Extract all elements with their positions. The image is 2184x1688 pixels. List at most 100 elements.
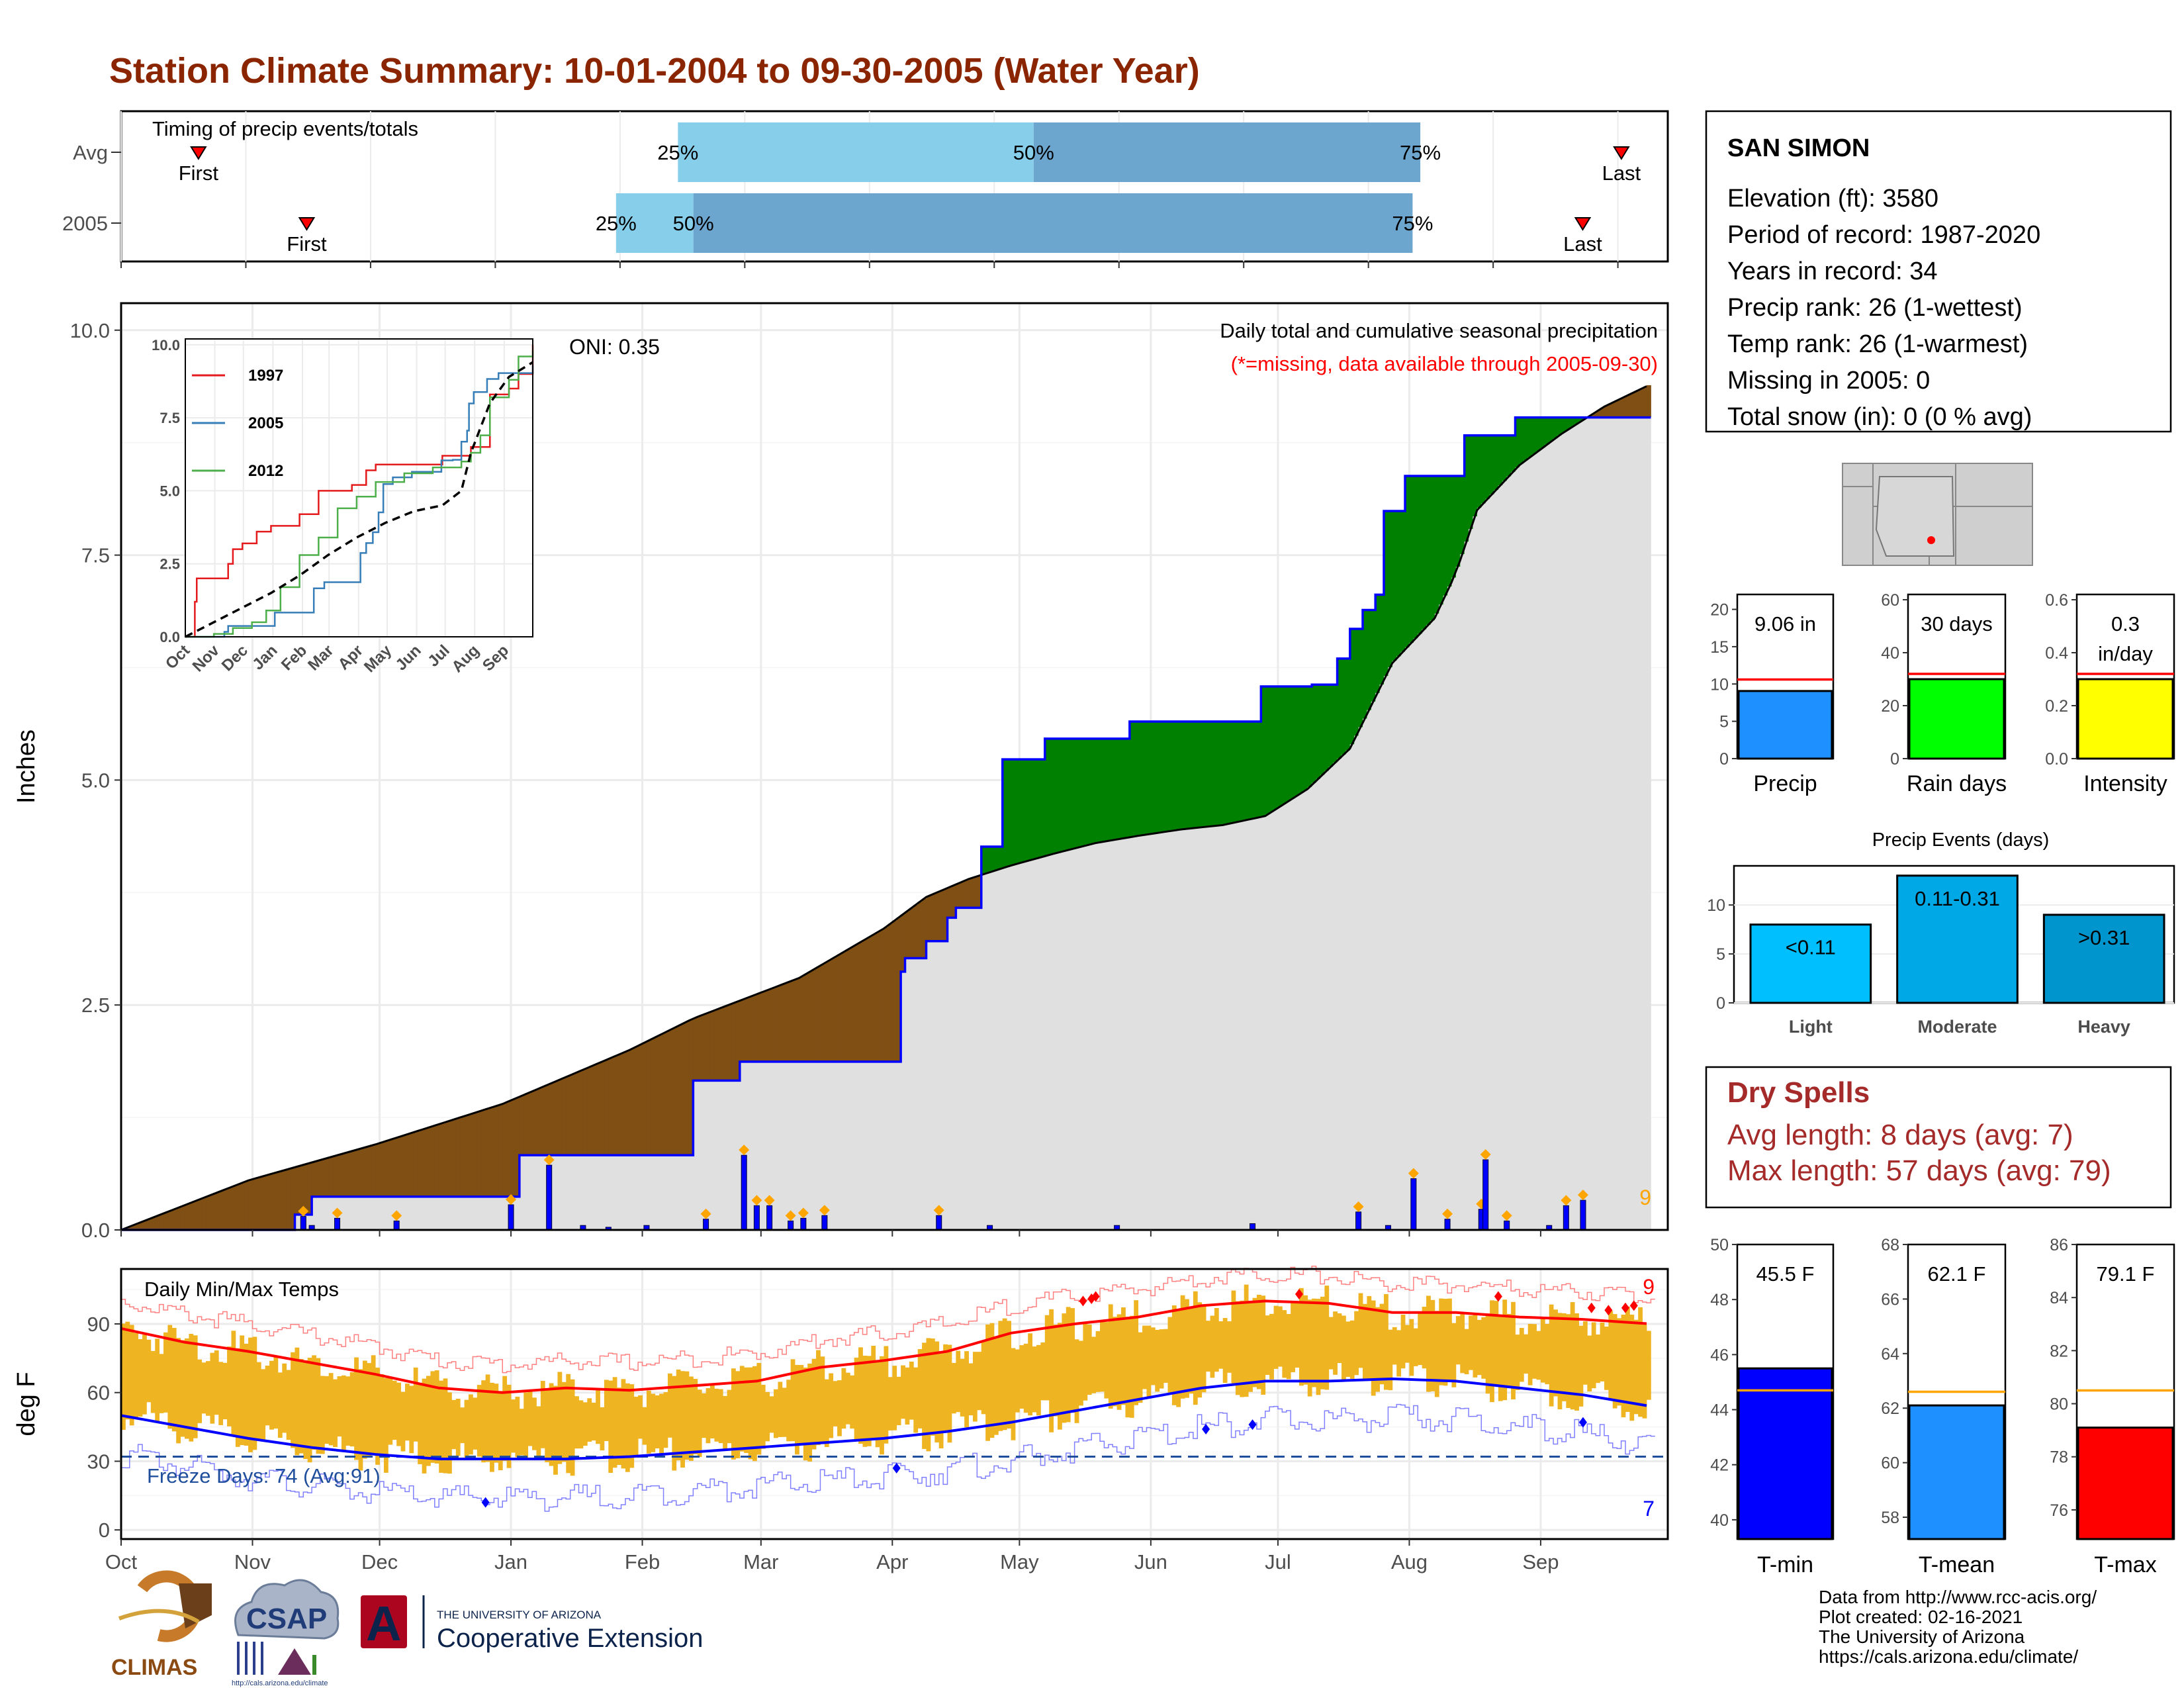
precip-base-fill [663,1155,668,1230]
precip-base-fill [709,1080,715,1230]
precip-base-fill [439,1196,444,1230]
daily-temp-range-bar [913,1367,919,1433]
precip-anomaly-fill [1536,417,1541,451]
precip-base-fill [875,1061,880,1230]
precip-anomaly-fill [1011,759,1016,865]
precip-base-fill [1312,782,1317,1230]
daily-precip-marker [332,1207,343,1219]
timing-last-label: Last [1602,162,1641,185]
locator-map [1842,463,2033,566]
daily-temp-range-bar [1171,1305,1177,1405]
daily-temp-range-bar [1587,1335,1592,1392]
precip-base-fill [913,958,919,1230]
precip-anomaly-fill [1273,686,1279,810]
timing-label: Timing of precip events/totals [152,117,418,140]
precip-base-fill [892,1061,897,1230]
month-label: Dec [361,1550,398,1573]
precip-y-tick-label: 0.0 [81,1219,110,1242]
daily-temp-range-bar [1490,1300,1494,1403]
tmax-chart-value-label: 79.1 F [2097,1262,2155,1286]
csap-logo: CSAP http://cals.arizona.edu/climate [232,1579,340,1687]
daily-temp-range-bar [702,1393,706,1438]
precip-anomaly-fill [273,1172,279,1230]
precip-anomaly-fill [1087,738,1092,845]
precip-anomaly-fill [617,1054,622,1156]
precip-base-fill [1256,817,1261,1230]
daily-temp-range-bar [316,1358,321,1454]
precip-anomaly-fill [1443,475,1448,596]
daily-temp-range-bar [422,1378,427,1474]
precip-total-chart: 0 5 10 15 20 9.06 in Precip [1710,593,1835,796]
precip-anomaly-fill [998,846,1003,869]
precip-anomaly-fill [1298,686,1304,794]
month-label: Jun [1134,1550,1167,1573]
precip-anomaly-fill [240,1182,245,1230]
daily-temp-range-bar [1451,1323,1457,1387]
daily-temp-range-bar [617,1387,621,1465]
precip-anomaly-fill [439,1123,444,1197]
avg-temp-line [120,1377,1647,1460]
precip-y-tick-label: 5.0 [81,769,110,792]
daily-temp-range-bar [252,1336,257,1450]
daily-temp-range-bar [477,1385,482,1457]
precip-base-fill [1134,836,1139,1230]
precip-base-fill [727,1080,732,1230]
daily-temp-range-bar [134,1333,139,1417]
daily-temp-range-bar [956,1350,961,1413]
precip-anomaly-fill [1464,435,1469,542]
precip-base-fill [617,1155,622,1230]
precip-anomaly-fill [146,1219,152,1230]
precip-anomaly-fill [1566,417,1571,430]
precip-base-fill [1298,793,1304,1230]
daily-precip-marker [1480,1149,1491,1160]
tmax-chart: 76 78 80 82 84 86 79.1 F T-max [2050,1236,2175,1577]
precip-base-fill [1044,855,1050,1230]
precip-anomaly-fill [892,920,897,1062]
precip-anomaly-fill [256,1177,261,1230]
precip-anomaly-fill [901,914,906,972]
precip-anomaly-fill [1189,722,1194,829]
daily-precip-bar [334,1217,341,1231]
daily-precip-marker [506,1194,517,1205]
precip-base-fill [312,1196,317,1230]
precip-anomaly-fill [1269,686,1275,812]
daily-precip-marker [933,1205,944,1216]
timing-q50-label: 50% [1013,141,1054,164]
precip-base-fill [850,1061,855,1230]
timing-first-marker [298,217,316,231]
precip-base-fill [1176,829,1181,1230]
precip-anomaly-fill [1388,510,1393,668]
daily-temp-range-bar [320,1376,325,1454]
dry-spells-title: Dry Spells [1727,1076,1870,1109]
tmax-chart-bar [2077,1427,2174,1540]
tmean-chart-tick-label: 60 [1881,1454,1899,1473]
precip-base-fill [426,1196,431,1230]
daily-temp-range-bar [646,1390,651,1454]
daily-temp-range-bar [189,1334,194,1442]
daily-temp-range-bar [1227,1321,1232,1373]
precip-anomaly-fill [557,1080,563,1156]
precip-anomaly-fill [981,846,986,874]
daily-temp-range-bar [1134,1300,1139,1405]
daily-temp-range-bar [926,1338,931,1452]
precip-base-fill [418,1196,423,1230]
daily-temp-range-bar [799,1365,804,1445]
precip-base-fill [1473,516,1478,1230]
intensity-chart-tick-label: 0.0 [2045,750,2068,769]
precip-base-fill [1536,451,1541,1230]
precip-anomaly-fill [659,1034,664,1156]
precip-anomaly-fill [1532,417,1537,455]
precip-anomaly-fill [833,957,838,1062]
precip-anomaly-fill [422,1129,427,1197]
precip-caption-missing: (*=missing, data available through 2005-… [1231,352,1658,375]
daily-temp-range-bar [1108,1304,1113,1409]
tmean-chart-category-label: T-mean [1919,1552,1995,1577]
precip-anomaly-fill [1519,417,1524,464]
daily-precip-bar [753,1205,760,1231]
precip-total-chart-tick-label: 5 [1719,713,1729,731]
tmin-chart-tick-label: 46 [1710,1346,1729,1364]
precip-anomaly-fill [1159,722,1164,833]
daily-temp-range-bar [337,1376,342,1437]
footer-line: Plot created: 02-16-2021 [1819,1607,2023,1627]
tmin-chart-tick-label: 40 [1710,1511,1729,1530]
